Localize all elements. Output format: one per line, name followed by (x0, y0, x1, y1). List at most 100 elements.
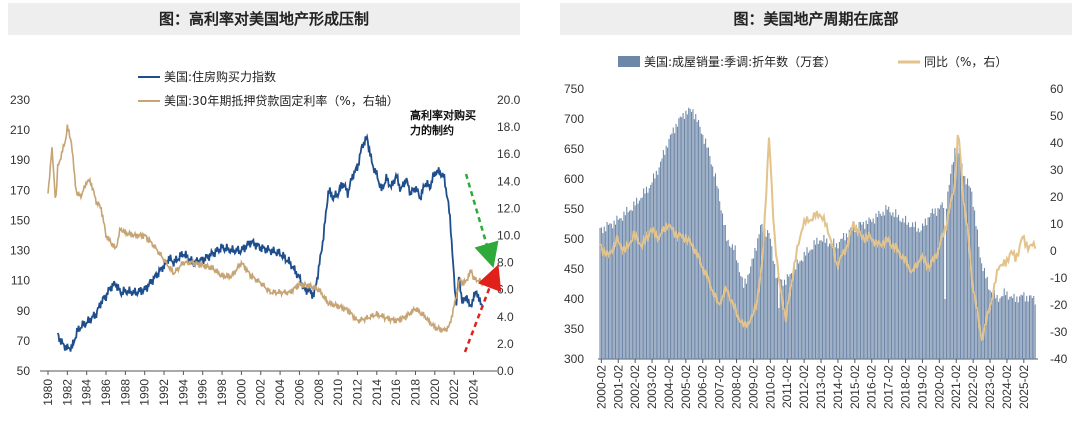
sales-bar (899, 220, 901, 359)
left-chart-x-tick: 2004 (273, 379, 287, 406)
sales-bar (764, 228, 766, 359)
left-chart-right-tick: 8.0 (497, 256, 514, 270)
right-chart-x-tick: 2017-02 (882, 365, 896, 409)
sales-bar (605, 231, 607, 359)
sales-bar (791, 273, 793, 359)
sales-bar (868, 217, 870, 359)
sales-bar (717, 188, 719, 359)
sales-bar (893, 216, 895, 359)
sales-bar (760, 225, 762, 359)
left-chart-left-tick: 190 (10, 153, 30, 167)
sales-bar (721, 213, 724, 359)
sales-bar (769, 238, 771, 359)
sales-bar (774, 263, 776, 359)
left-chart-x-tick: 2008 (312, 379, 326, 406)
sales-bar (768, 233, 770, 359)
left-chart-x-tick: 2006 (292, 379, 306, 406)
sales-bar (840, 238, 842, 359)
sales-bar (910, 226, 912, 359)
sales-bar (662, 150, 664, 359)
sales-bar (1021, 295, 1024, 359)
right-legend-label-yoy: 同比（%，右） (924, 54, 1007, 69)
sales-bar (693, 119, 695, 359)
left-chart-right-tick: 16.0 (497, 147, 521, 161)
left-chart-right-tick: 18.0 (497, 120, 521, 134)
right-chart-x-tick: 2005-02 (679, 365, 693, 409)
sales-bar (803, 251, 805, 359)
sales-bar (861, 224, 863, 359)
sales-bar (907, 222, 909, 359)
right-chart-x-tick: 2009-02 (746, 365, 760, 409)
left-chart-right-tick: 12.0 (497, 201, 521, 215)
right-chart-x-tick: 2004-02 (662, 365, 676, 409)
sales-bar (691, 111, 693, 360)
sales-bar (831, 243, 833, 359)
sales-bar (678, 118, 680, 359)
right-chart-x-tick: 2024-02 (1000, 365, 1014, 409)
sales-bar (923, 225, 925, 359)
left-chart-x-tick: 1998 (215, 379, 229, 406)
left-chart-x-tick: 2014 (370, 379, 384, 406)
sales-bar (855, 224, 857, 359)
sales-bar (710, 164, 712, 359)
right-chart-left-tick: 450 (564, 262, 584, 276)
sales-bar (660, 161, 662, 359)
left-chart-right-tick: 4.0 (497, 310, 514, 324)
sales-bar (698, 119, 700, 360)
sales-bar (782, 285, 784, 359)
right-chart-x-tick: 2019-02 (915, 365, 929, 409)
sales-bar (929, 217, 931, 359)
sales-bar (905, 215, 907, 359)
sales-bar (995, 298, 997, 359)
sales-bar (650, 184, 652, 359)
sales-bar (912, 222, 914, 359)
sales-bar (851, 228, 853, 359)
sales-bar (850, 227, 852, 359)
sales-bar (940, 204, 942, 359)
sales-bar (854, 232, 856, 359)
sales-bar (607, 224, 609, 359)
sales-bar (610, 223, 612, 359)
sales-bar (1006, 291, 1008, 359)
left-chart-left-tick: 170 (10, 183, 30, 197)
sales-bar (979, 257, 981, 359)
left-chart-x-tick: 2024 (466, 379, 480, 406)
right-chart-right-tick: 20 (1050, 190, 1064, 204)
sales-bar (955, 155, 957, 359)
mortgage-rate-line (47, 124, 484, 333)
sales-bar (883, 215, 885, 359)
sales-bar (1034, 304, 1036, 359)
sales-bar (965, 184, 967, 359)
right-chart-right-tick: 50 (1050, 109, 1064, 123)
right-chart-x-tick: 2000-02 (594, 365, 608, 409)
sales-bar (705, 138, 707, 359)
left-chart-x-tick: 1984 (80, 379, 94, 406)
sales-bar (937, 208, 939, 359)
sales-bar (809, 250, 811, 359)
sales-bar (636, 197, 638, 359)
sales-bar (820, 240, 822, 359)
sales-bar (830, 242, 832, 359)
sales-bar (1024, 301, 1026, 359)
right-chart-left-tick: 650 (564, 142, 584, 156)
sales-bar (674, 133, 676, 359)
sales-bar (978, 246, 980, 359)
sales-bar (1016, 296, 1018, 359)
sales-bar (641, 197, 643, 359)
sales-bar (644, 193, 646, 359)
sales-bar (885, 205, 887, 359)
sales-bar (981, 263, 983, 359)
right-chart-right-tick: -20 (1050, 298, 1068, 312)
sales-bar (613, 220, 615, 359)
sales-bar (640, 198, 642, 359)
sales-bar (807, 252, 809, 359)
sales-bar (719, 201, 721, 359)
sales-bar (645, 186, 647, 359)
sales-bar (603, 226, 605, 359)
sales-bar (881, 215, 883, 359)
sales-bar (844, 240, 846, 359)
left-chart-right-tick: 20.0 (497, 93, 521, 107)
sales-bar (920, 230, 922, 359)
sales-bar (775, 278, 777, 359)
sales-bar (633, 201, 635, 359)
